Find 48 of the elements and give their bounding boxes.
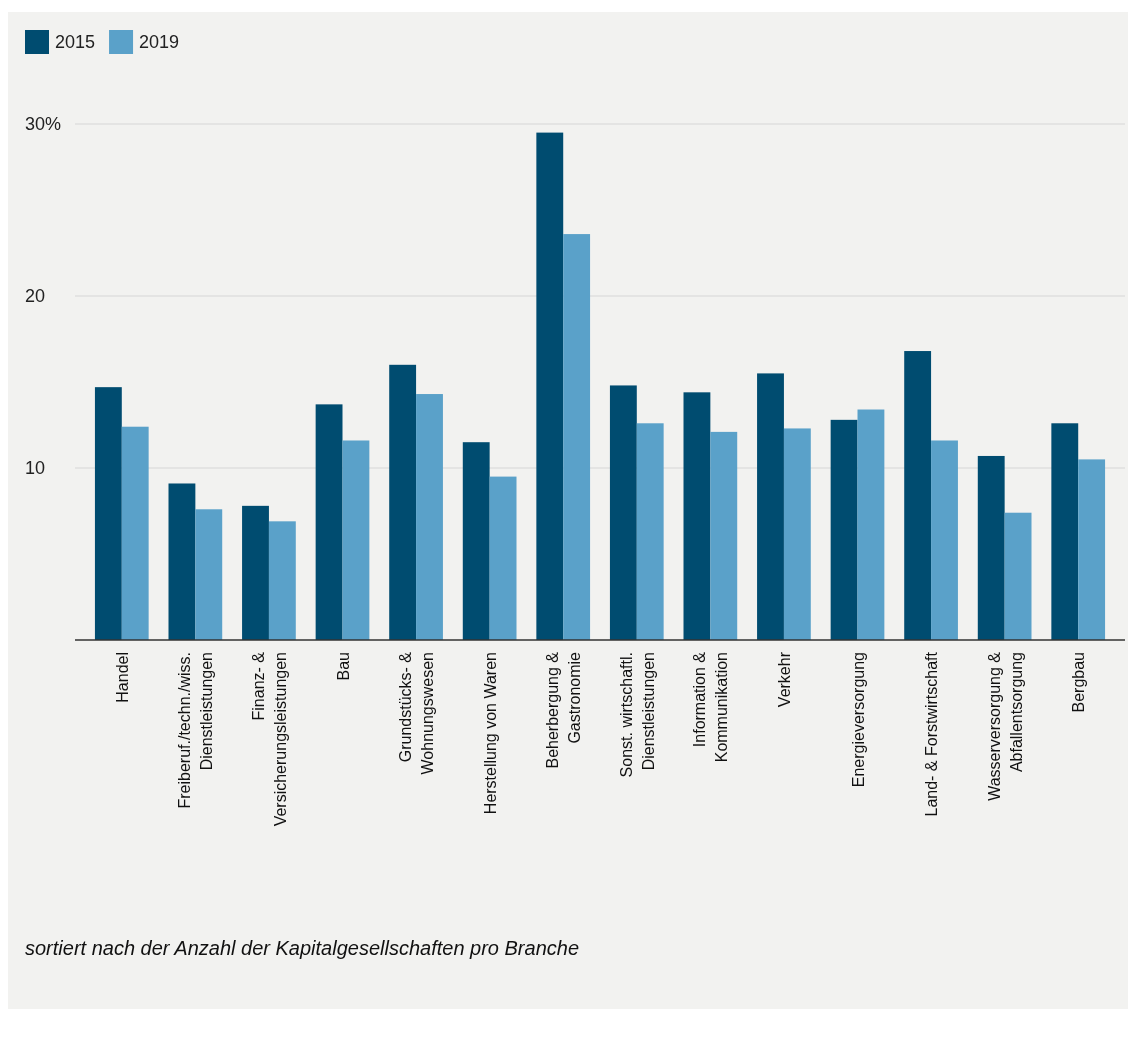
bar — [904, 351, 932, 640]
bar — [1078, 459, 1106, 640]
y-tick-label: 20 — [25, 286, 46, 307]
bar — [416, 394, 443, 640]
bar — [342, 440, 370, 640]
bar — [931, 440, 958, 640]
x-tick-label: Bau — [334, 652, 352, 681]
x-tick-label: Herstellung von Waren — [481, 652, 499, 815]
bar — [857, 409, 885, 640]
x-tick-label: Sonst. wirtschaftl. Dienstleistungen — [617, 652, 657, 778]
bar — [977, 455, 1005, 640]
bar — [94, 387, 122, 640]
bar — [609, 385, 637, 640]
bar — [315, 404, 343, 640]
bar — [783, 428, 811, 640]
bar — [1004, 512, 1032, 640]
x-tick-label: Beherbergung & Gastronomie — [544, 651, 584, 769]
x-tick-label: Bergbau — [1070, 652, 1088, 713]
bar — [757, 373, 784, 640]
x-tick-label: Land- & Forstwirtschaft — [923, 651, 941, 817]
bar — [195, 509, 223, 640]
y-tick-label: 30% — [25, 114, 62, 135]
legend-label: 2015 — [55, 32, 96, 52]
y-tick-label: 10 — [25, 458, 46, 479]
x-tick-label: Information & Kommunikation — [691, 651, 731, 763]
x-tick-label: Handel — [113, 652, 131, 703]
bar — [168, 483, 196, 640]
x-tick-label: Energieversorgung — [849, 652, 867, 788]
bar — [489, 476, 517, 640]
x-tick-label: Wasserversorgung & Abfallentsorgung — [985, 651, 1025, 801]
bar — [536, 132, 564, 640]
bar — [389, 364, 417, 640]
x-tick-label: Verkehr — [775, 651, 793, 708]
bar — [830, 419, 858, 640]
bar — [636, 423, 664, 640]
bar — [242, 505, 269, 640]
bar — [268, 521, 296, 640]
bar — [710, 431, 738, 640]
x-tick-label: Grundstücks- & Wohnungswesen — [397, 651, 437, 775]
bar — [683, 392, 711, 640]
x-tick-label: Finanz- & Versicherungsleistungen — [249, 651, 289, 827]
bar — [121, 426, 149, 640]
text: sortiert nach der Anzahl der Kapitalgesellschaften pro Branche — [25, 937, 580, 959]
bar — [563, 234, 591, 640]
bar — [462, 442, 490, 640]
x-tick-label: Freiberuf./techn./wiss. Dienstleistungen — [176, 652, 216, 809]
legend-label: 2019 — [139, 32, 180, 52]
bar — [1051, 423, 1079, 640]
